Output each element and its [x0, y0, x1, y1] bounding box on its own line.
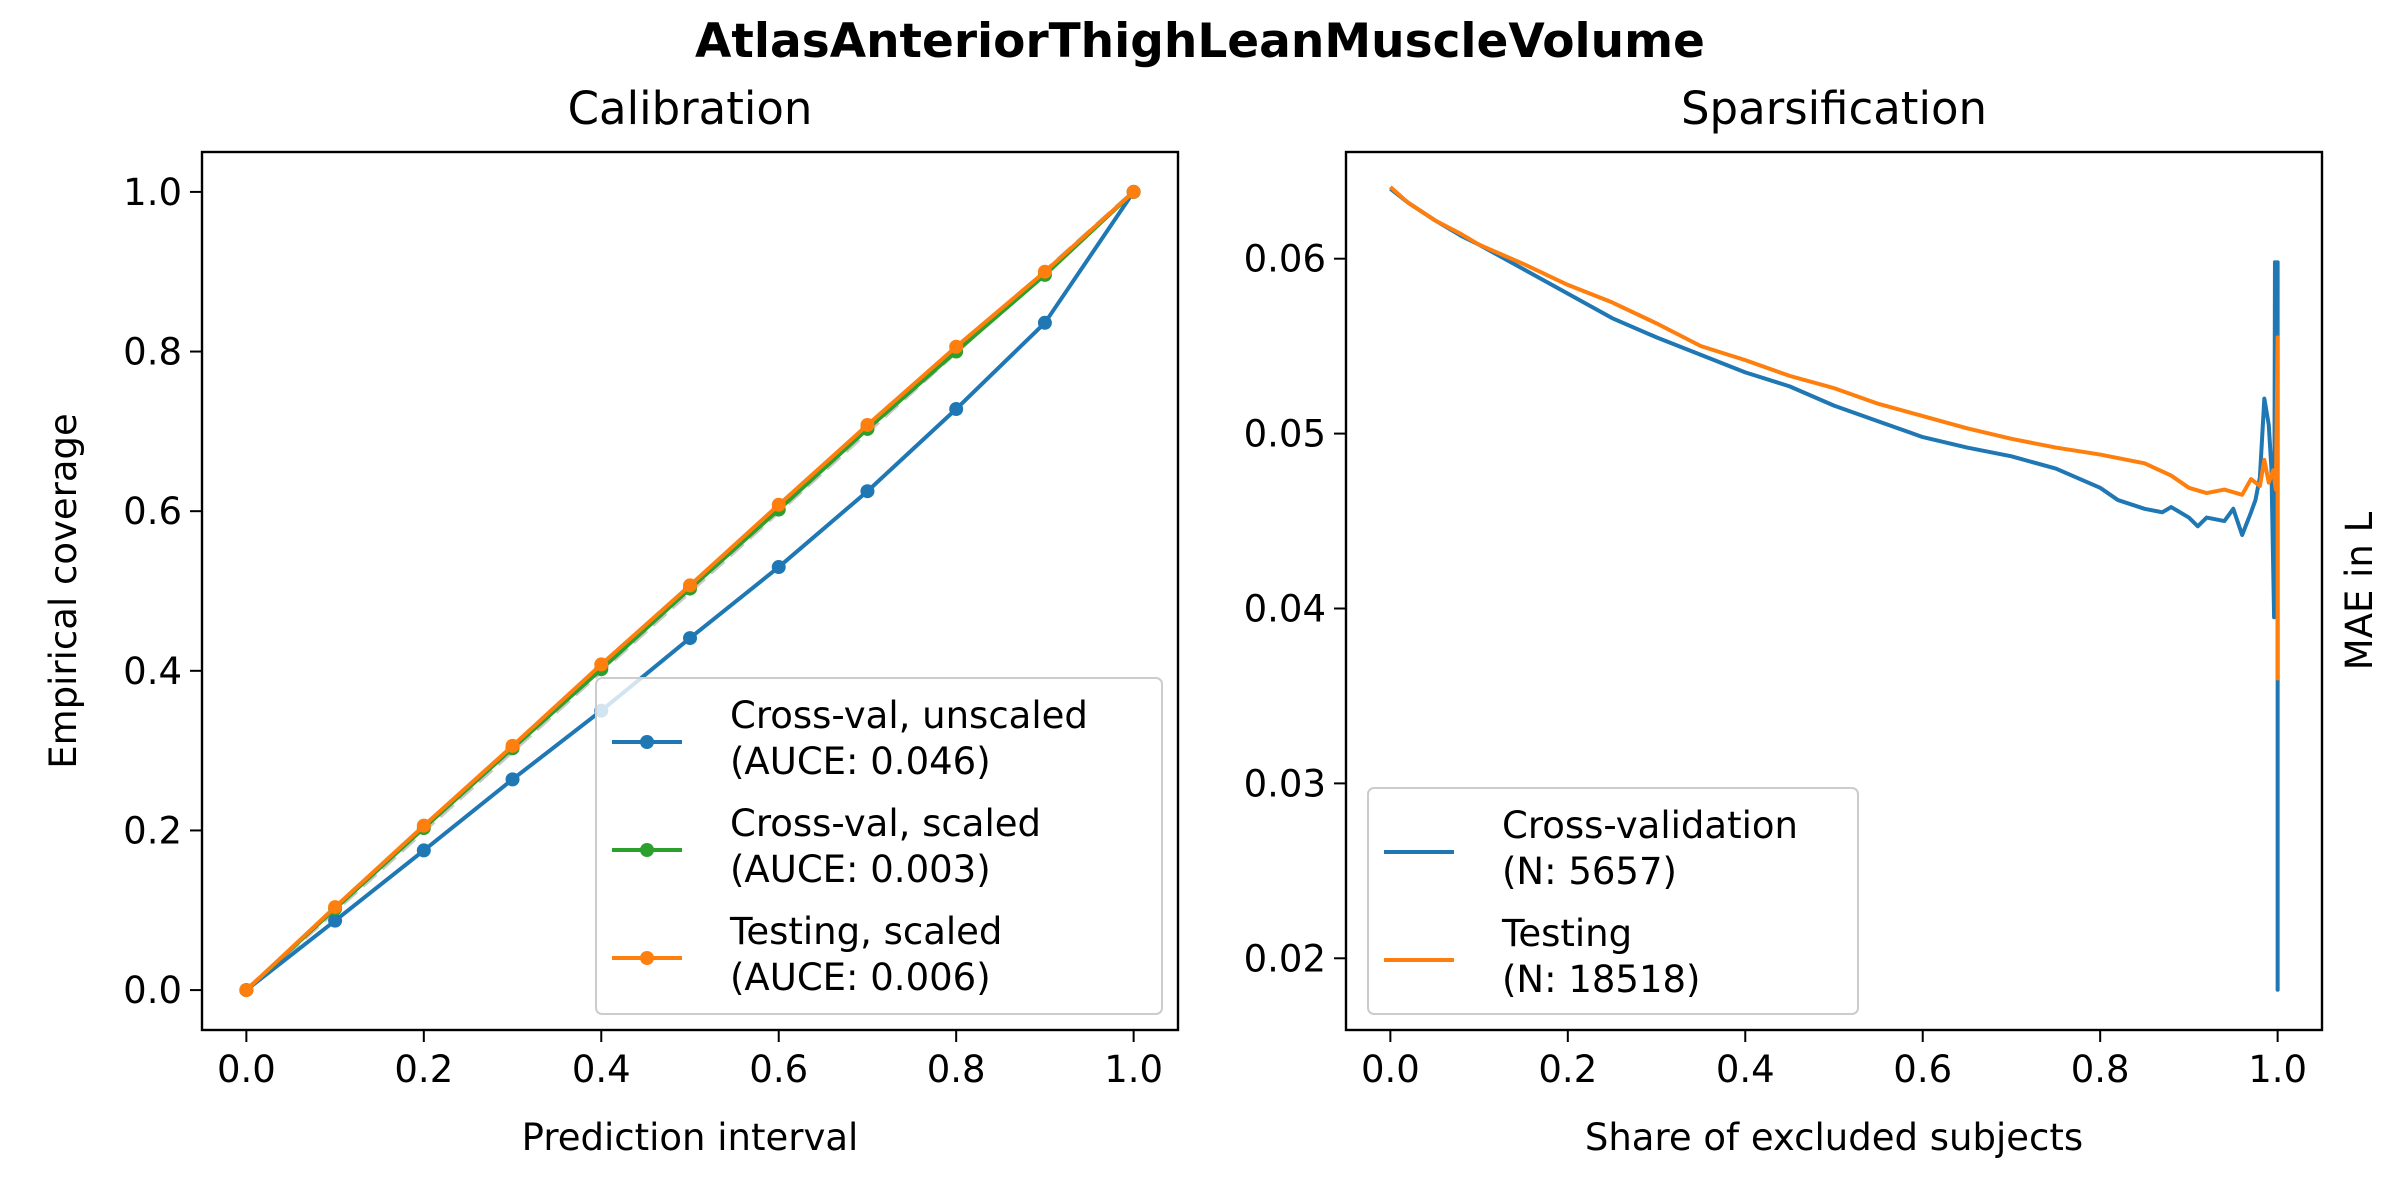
calibration-y-tick-label: 0.6: [123, 490, 182, 533]
sparsification-legend-label: Testing: [1501, 912, 1632, 955]
calibration-axes-frame: [200, 150, 1180, 1032]
calibration-series-2-point: [328, 900, 343, 915]
sparsification-legend: Cross-validation(N: 5657) Testing(N: 1851…: [1367, 787, 1859, 1015]
calibration-y-ticks: 0.0 0.2 0.4 0.6 0.8 1.0: [123, 171, 202, 1012]
calibration-legend-detail: (AUCE: 0.046): [730, 740, 991, 783]
calibration-title: Calibration: [568, 82, 813, 135]
calibration-x-tick-label: 1.0: [1104, 1048, 1163, 1091]
calibration-series-2-point: [416, 818, 431, 833]
sparsification-y-tick-label: 0.05: [1244, 413, 1326, 456]
calibration-series-0-point: [1037, 315, 1052, 330]
sparsification-y-tick-label: 0.02: [1244, 937, 1326, 980]
calibration-y-tick-label: 0.0: [123, 969, 182, 1012]
calibration-y-axis-label: Empirical coverage: [42, 413, 85, 769]
calibration-x-tick-label: 0.8: [927, 1048, 986, 1091]
calibration-series-2-point: [1126, 184, 1141, 199]
sparsification-plot-area: [1389, 185, 2280, 992]
sparsification-series-1-line: [1389, 185, 2280, 681]
calibration-legend-label: Testing, scaled: [729, 910, 1002, 953]
calibration-x-tick-label: 0.4: [572, 1048, 631, 1091]
calibration-series-0-point: [949, 402, 964, 417]
sparsification-y-tick-label: 0.06: [1244, 238, 1326, 281]
calibration-series-2-point: [949, 339, 964, 354]
calibration-y-tick-label: 0.2: [123, 809, 182, 852]
calibration-y-tick-label: 1.0: [123, 171, 182, 214]
calibration-y-tick-label: 0.4: [123, 650, 182, 693]
calibration-legend: Cross-val, unscaled(AUCE: 0.046) Cross-va…: [595, 677, 1163, 1015]
calibration-series-2-point: [1037, 264, 1052, 279]
sparsification-x-axis-label: Share of excluded subjects: [1585, 1116, 2083, 1159]
calibration-x-tick-label: 0.0: [217, 1048, 276, 1091]
sparsification-y-ticks: 0.02 0.03 0.04 0.05 0.06: [1244, 238, 1346, 980]
sparsification-panel: Sparsification 0.0 0.2 0.4 0.6 0.8 1.0 0.020.…: [1244, 82, 2381, 1159]
calibration-series-0-point: [328, 913, 343, 928]
sparsification-axes-frame: [1344, 150, 2324, 1032]
calibration-legend-marker: [640, 951, 654, 965]
calibration-legend-marker: [640, 843, 654, 857]
calibration-series-0-point: [771, 560, 786, 575]
sparsification-x-tick-label: 0.6: [1893, 1048, 1952, 1091]
calibration-legend-detail: (AUCE: 0.003): [730, 848, 991, 891]
sparsification-legend-detail: (N: 18518): [1502, 958, 1700, 1001]
sparsification-y-tick-label: 0.04: [1244, 587, 1326, 630]
calibration-x-tick-label: 0.2: [394, 1048, 453, 1091]
calibration-series-0-point: [860, 484, 875, 499]
calibration-series-2-point: [594, 657, 609, 672]
calibration-series-2-point: [505, 738, 520, 753]
calibration-legend-label: Cross-val, scaled: [730, 802, 1041, 845]
sparsification-legend-label: Cross-validation: [1502, 804, 1798, 847]
figure-title: AtlasAnteriorThighLeanMuscleVolume: [695, 14, 1705, 69]
calibration-legend-detail: (AUCE: 0.006): [730, 956, 991, 999]
sparsification-legend-detail: (N: 5657): [1502, 850, 1677, 893]
sparsification-title: Sparsification: [1681, 82, 1987, 135]
calibration-series-2-point: [860, 417, 875, 432]
calibration-x-axis-label: Prediction interval: [522, 1116, 859, 1159]
calibration-series-2-point: [683, 578, 697, 593]
sparsification-y-axis-label: MAE in L: [2338, 511, 2381, 670]
sparsification-series-0-line: [1389, 187, 2280, 992]
calibration-legend-frame: [595, 677, 1163, 1015]
calibration-series-2-point: [771, 497, 786, 512]
calibration-legend-marker: [640, 735, 654, 749]
sparsification-x-tick-label: 1.0: [2248, 1048, 2307, 1091]
calibration-series-0-point: [683, 631, 697, 646]
sparsification-x-ticks: 0.0 0.2 0.4 0.6 0.8 1.0: [1361, 1030, 2307, 1091]
sparsification-y-tick-label: 0.03: [1244, 762, 1326, 805]
sparsification-x-tick-label: 0.4: [1716, 1048, 1775, 1091]
calibration-legend-label: Cross-val, unscaled: [730, 694, 1088, 737]
calibration-series-0-point: [505, 772, 520, 787]
calibration-y-tick-label: 0.8: [123, 331, 182, 374]
sparsification-x-tick-label: 0.8: [2071, 1048, 2130, 1091]
sparsification-legend-frame: [1367, 787, 1859, 1015]
sparsification-x-tick-label: 0.0: [1361, 1048, 1420, 1091]
calibration-series-0-point: [416, 843, 431, 858]
calibration-x-tick-label: 0.6: [749, 1048, 808, 1091]
calibration-panel: Calibration 0.0 0.2 0.4 0.6 0.8 1.0 0.0 0.2 0.4…: [42, 82, 1180, 1159]
calibration-x-ticks: 0.0 0.2 0.4 0.6 0.8 1.0: [217, 1030, 1163, 1091]
calibration-plot-area: [239, 184, 1141, 998]
sparsification-x-tick-label: 0.2: [1538, 1048, 1597, 1091]
calibration-series-2-point: [239, 983, 254, 998]
